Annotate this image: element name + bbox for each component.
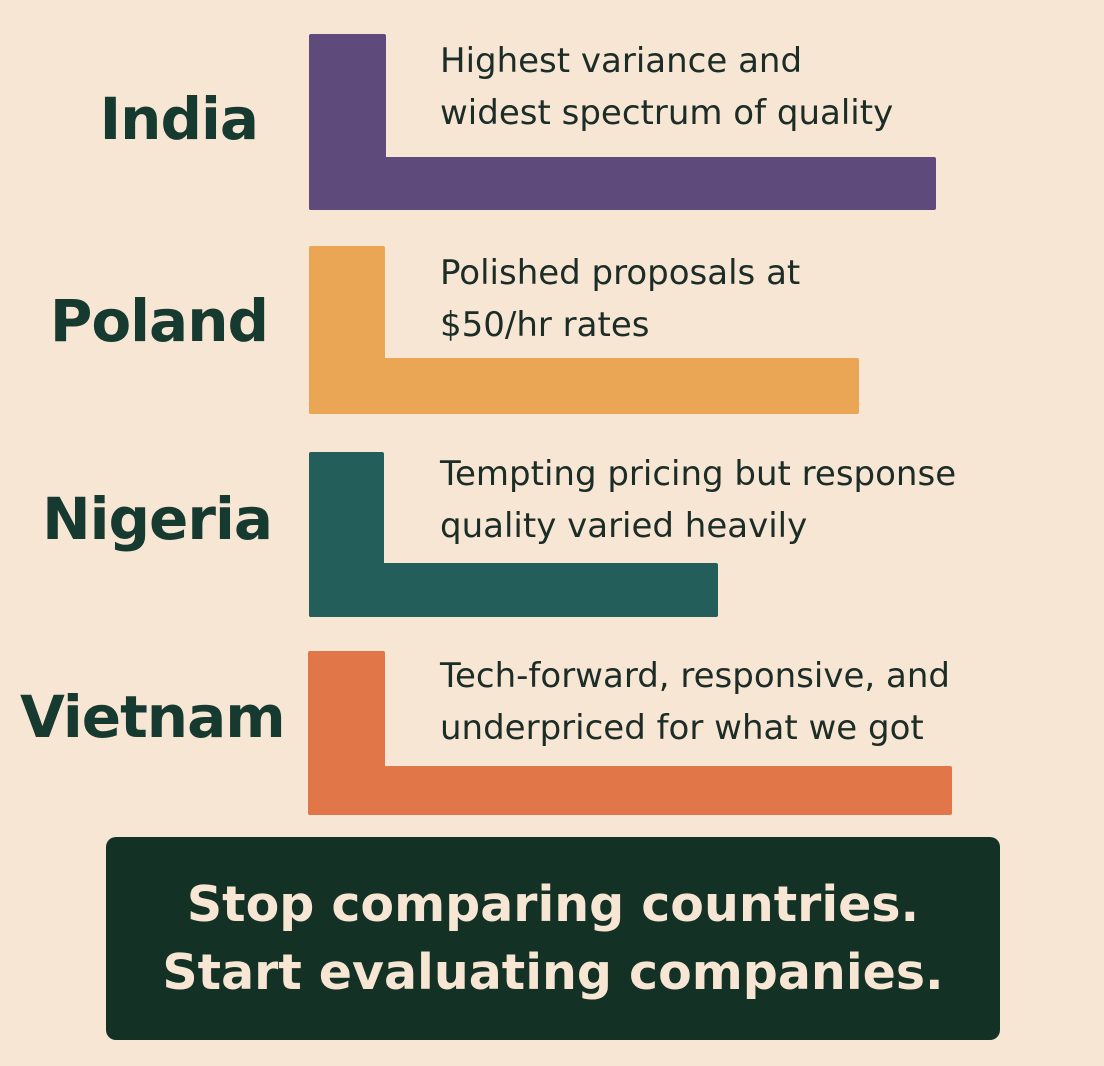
country-label: Nigeria [42, 485, 273, 553]
description-line: widest spectrum of quality [440, 93, 894, 133]
description-line: Highest variance and [440, 41, 803, 81]
bar-horizontal [308, 766, 952, 815]
country-label: Poland [49, 287, 269, 355]
country-description: Tempting pricing but response quality va… [440, 448, 956, 552]
bar-horizontal [309, 563, 718, 617]
description-line: Polished proposals at [440, 253, 801, 293]
banner-line-1: Stop comparing countries. [186, 875, 920, 933]
description-line: underpriced for what we got [440, 708, 924, 748]
description-line: $50/hr rates [440, 305, 650, 345]
country-label: India [99, 85, 259, 153]
country-description: Tech-forward, responsive, and underprice… [440, 650, 950, 754]
description-line: quality varied heavily [440, 506, 808, 546]
description-line: Tempting pricing but response [440, 454, 957, 494]
description-line: Tech-forward, responsive, and [440, 656, 950, 696]
banner-line-2: Start evaluating companies. [162, 943, 944, 1001]
bar-horizontal [309, 157, 936, 210]
takeaway-banner: Stop comparing countries. Start evaluati… [106, 837, 1000, 1040]
country-description: Polished proposals at $50/hr rates [440, 247, 800, 351]
country-label: Vietnam [20, 683, 286, 751]
bar-horizontal [309, 358, 859, 414]
country-description: Highest variance and widest spectrum of … [440, 35, 893, 139]
